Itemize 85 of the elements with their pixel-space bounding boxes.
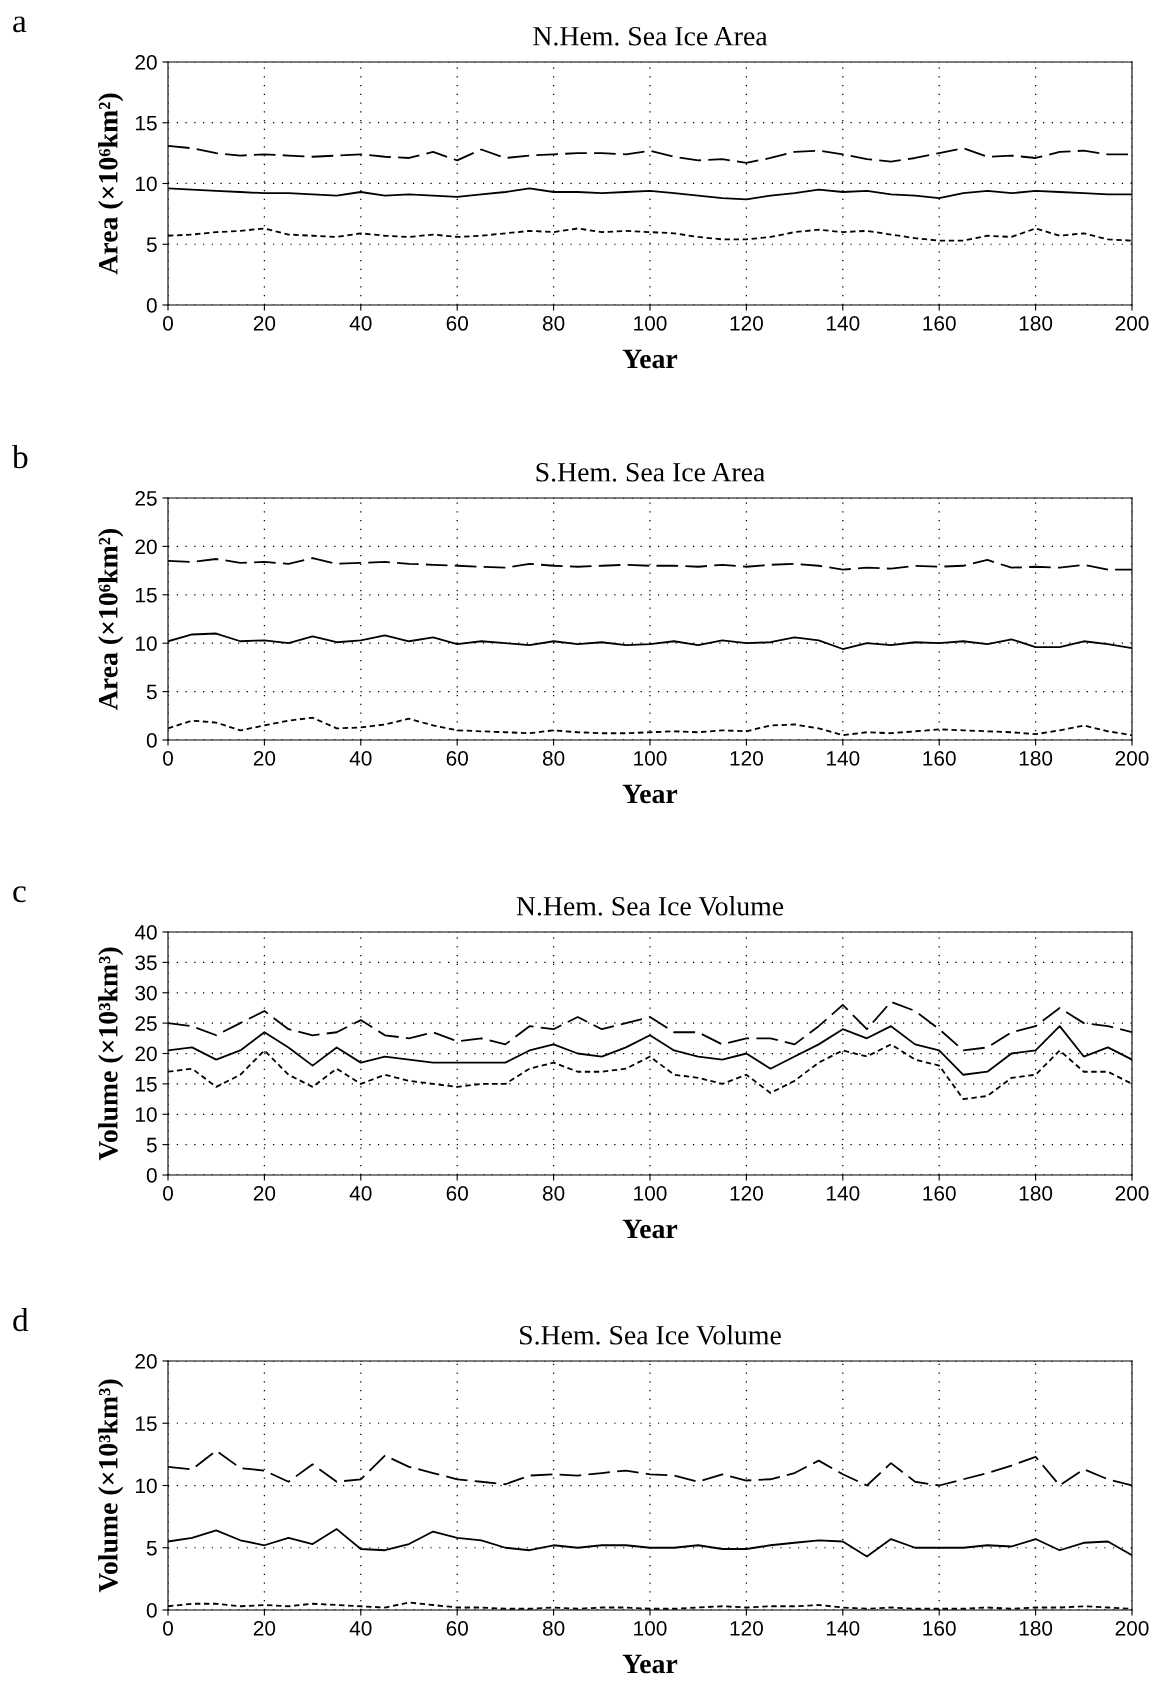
x-tick-label: 40 [349, 315, 372, 331]
x-tick-label: 140 [827, 1185, 860, 1201]
y-tick-label: 5 [146, 684, 157, 700]
y-tick-label: 10 [136, 1107, 157, 1122]
x-tick-label: 200 [1115, 1620, 1149, 1636]
y-tick-label: 20 [135, 55, 157, 70]
text: d [13, 1307, 29, 1332]
x-tick-label: 120 [730, 1620, 763, 1636]
x-tick-label: 120 [730, 750, 763, 766]
x-axis-title: Year [622, 349, 678, 369]
x-tick-label: 140 [827, 1620, 860, 1636]
y-tick-label: 10 [136, 636, 157, 651]
y-tick-label: 35 [135, 955, 157, 971]
x-tick-label: 160 [923, 1185, 956, 1201]
y-tick-label: 15 [136, 1077, 157, 1092]
x-tick-label: 0 [163, 1185, 173, 1201]
x-tick-label: 100 [634, 1185, 667, 1201]
x-tick-label: 140 [827, 750, 860, 766]
text: c [13, 886, 26, 903]
x-tick-label: 120 [730, 315, 763, 331]
chart-title: N.Hem. Sea Ice Area [533, 26, 768, 46]
x-tick-label: 160 [923, 1620, 956, 1636]
x-tick-label: 120 [730, 1185, 763, 1201]
x-tick-label: 100 [634, 750, 667, 766]
x-tick-label: 100 [634, 315, 667, 331]
x-tick-label: 60 [446, 315, 468, 331]
x-tick-label: 80 [542, 1185, 565, 1201]
x-tick-label: 160 [923, 315, 956, 331]
y-tick-label: 5 [146, 1137, 157, 1153]
y-tick-label: 20 [135, 539, 157, 555]
x-tick-label: 140 [827, 315, 860, 331]
y-axis-title: Volume (×10³km³) [98, 1379, 124, 1593]
x-tick-label: 80 [542, 1620, 565, 1636]
x-tick-label: 40 [349, 1620, 372, 1636]
y-tick-label: 30 [135, 985, 157, 1001]
text: a [13, 16, 27, 33]
x-tick-label: 80 [542, 750, 565, 766]
x-tick-label: 40 [349, 1185, 372, 1201]
x-tick-label: 20 [253, 315, 276, 331]
y-tick-label: 25 [135, 1016, 157, 1031]
x-tick-label: 100 [634, 1620, 667, 1636]
x-tick-label: 20 [253, 1620, 276, 1636]
chart-title: N.Hem. Sea Ice Volume [516, 896, 784, 916]
y-tick-label: 15 [136, 588, 157, 603]
y-tick-label: 5 [146, 1540, 157, 1556]
x-tick-label: 200 [1115, 315, 1149, 331]
y-tick-label: 0 [146, 733, 157, 748]
x-tick-label: 60 [446, 750, 468, 766]
y-tick-label: 40 [134, 925, 157, 940]
y-tick-label: 10 [136, 176, 157, 192]
y-tick-label: 0 [146, 298, 157, 313]
y-tick-label: 0 [146, 1603, 157, 1618]
x-tick-label: 0 [163, 1620, 173, 1636]
x-axis-title: Year [622, 1654, 678, 1674]
x-tick-label: 20 [253, 1185, 276, 1201]
y-tick-label: 5 [146, 237, 157, 252]
text: b [12, 444, 28, 469]
x-tick-label: 60 [446, 1185, 468, 1201]
y-tick-label: 25 [135, 491, 157, 506]
y-tick-label: 15 [136, 1416, 157, 1431]
y-axis-title: Area (×10⁶km²) [98, 529, 124, 710]
chart-title: S.Hem. Sea Ice Volume [520, 1325, 781, 1345]
x-tick-label: 200 [1115, 1185, 1149, 1201]
chart-title: S.Hem. Sea Ice Area [536, 462, 765, 482]
x-tick-label: 180 [1019, 750, 1053, 766]
y-tick-label: 0 [146, 1168, 157, 1183]
x-tick-label: 200 [1115, 750, 1149, 766]
y-tick-label: 20 [135, 1354, 157, 1369]
y-tick-label: 20 [135, 1046, 157, 1062]
y-tick-label: 15 [136, 115, 157, 131]
x-tick-label: 80 [542, 315, 565, 331]
x-tick-label: 20 [253, 750, 276, 766]
y-tick-label: 10 [136, 1478, 157, 1494]
x-tick-label: 40 [349, 750, 372, 766]
x-tick-label: 180 [1019, 1185, 1053, 1201]
x-axis-title: Year [622, 1219, 678, 1239]
y-axis-title: Volume (×10³km³) [98, 947, 124, 1161]
x-tick-label: 0 [163, 750, 173, 766]
x-tick-label: 0 [163, 315, 173, 331]
x-tick-label: 180 [1019, 315, 1053, 331]
x-axis-title: Year [622, 784, 678, 804]
x-tick-label: 60 [446, 1620, 468, 1636]
y-axis-title: Area (×10⁶km²) [98, 93, 124, 275]
x-tick-label: 180 [1019, 1620, 1053, 1636]
x-tick-label: 160 [923, 750, 956, 766]
